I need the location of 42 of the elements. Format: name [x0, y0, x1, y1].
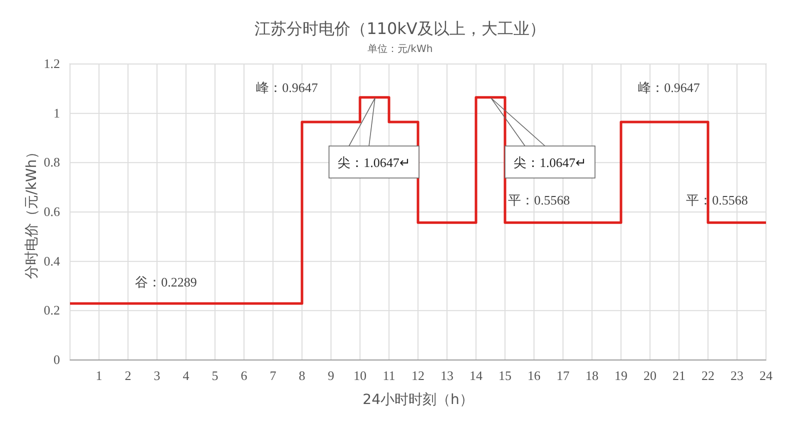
x-axis-title: 24小时时刻（h）: [362, 392, 474, 408]
x-tick-label: 13: [440, 368, 454, 383]
x-tick-label: 16: [528, 368, 541, 383]
x-tick-label: 17: [556, 368, 570, 383]
chart-title: 江苏分时电价（110kV及以上，大工业）: [254, 19, 546, 38]
x-tick-label: 14: [470, 368, 483, 383]
x-tick-label: 15: [498, 368, 512, 383]
annotation: 尖：1.0647↵: [338, 155, 410, 170]
y-tick-label: 0.8: [44, 154, 60, 170]
x-tick-label: 22: [702, 368, 714, 383]
x-tick-label: 6: [240, 368, 248, 383]
annotation: 谷：0.2289: [135, 274, 197, 290]
y-tick-label: 0: [54, 352, 60, 367]
x-tick-label: 8: [298, 368, 306, 383]
x-tick-label: 23: [730, 368, 744, 383]
x-tick-label: 10: [354, 368, 366, 383]
chart-subtitle: 单位：元/kWh: [367, 43, 433, 55]
x-tick-label: 2: [124, 368, 132, 383]
y-axis-title: 分时电价（元/kWh）: [24, 145, 40, 279]
x-tick-label: 7: [270, 368, 277, 383]
x-tick-label: 11: [382, 368, 396, 383]
x-tick-label: 21: [672, 368, 686, 383]
x-tick-label: 9: [328, 368, 334, 383]
x-tick-label: 18: [586, 368, 598, 383]
annotation: 尖：1.0647↵: [514, 155, 586, 170]
y-tick-label: 0.4: [44, 253, 60, 268]
x-tick-label: 24: [760, 368, 773, 383]
x-tick-label: 5: [212, 368, 218, 383]
y-tick-label: 1: [54, 105, 60, 120]
x-tick-label: 3: [154, 368, 160, 383]
y-tick-label: 0.6: [44, 204, 60, 219]
y-tick-label: 1.2: [44, 56, 60, 71]
x-tick-label: 19: [614, 368, 628, 383]
x-tick-label: 4: [182, 368, 190, 383]
annotation: 平：0.5568: [508, 192, 570, 208]
x-tick-label: 20: [644, 368, 656, 383]
annotation: 平：0.5568: [686, 192, 748, 208]
x-tick-label: 1: [96, 368, 102, 383]
annotation: 峰：0.9647: [638, 80, 700, 96]
y-tick-label: 0.2: [44, 302, 60, 318]
annotation: 峰：0.9647: [256, 80, 318, 96]
x-tick-label: 12: [412, 368, 424, 383]
